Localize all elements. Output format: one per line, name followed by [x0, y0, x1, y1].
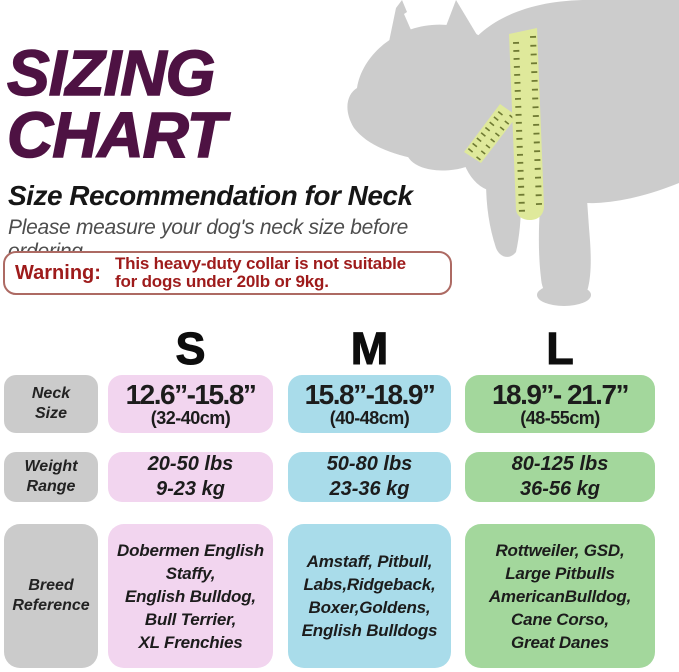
size-header-m: M: [350, 323, 389, 374]
warning-text: This heavy-duty collar is not suitable f…: [115, 253, 406, 291]
page-title: SIZING CHART: [6, 37, 337, 171]
dog-silhouette-icon: [347, 0, 679, 306]
size-header-l: L: [546, 323, 575, 374]
neck-size-s-cm: (32-40cm): [150, 408, 231, 428]
neck-size-m-inches: 15.8”-18.9”: [304, 379, 436, 410]
neck-size-cell-l: 18.9”- 21.7” (48-55cm): [465, 375, 655, 433]
row-label-breed-reference: Breed Reference: [4, 524, 98, 668]
page-title-line2: CHART: [6, 99, 226, 171]
neck-size-s-inches: 12.6”-15.8”: [125, 379, 257, 410]
neck-size-cell-s: 12.6”-15.8” (32-40cm): [108, 375, 273, 433]
neck-size-cell-m: 15.8”-18.9” (40-48cm): [288, 375, 451, 433]
neck-size-m-cm: (40-48cm): [329, 408, 410, 428]
weight-range-cell-s: 20-50 lbs 9-23 kg: [108, 452, 273, 502]
warning-box: Warning: This heavy-duty collar is not s…: [3, 251, 452, 295]
weight-range-cell-m: 50-80 lbs 23-36 kg: [288, 452, 451, 502]
breed-reference-cell-l: Rottweiler, GSD, Large Pitbulls American…: [465, 524, 655, 668]
neck-size-l-cm: (48-55cm): [520, 408, 600, 428]
size-header-s: S: [175, 323, 206, 374]
neck-size-l-inches: 18.9”- 21.7”: [491, 379, 630, 410]
row-label-weight-range: Weight Range: [4, 452, 98, 502]
breed-reference-cell-m: Amstaff, Pitbull, Labs,Ridgeback, Boxer,…: [288, 524, 451, 668]
warning-label: Warning:: [15, 261, 101, 284]
page-title-line1: SIZING: [6, 37, 216, 109]
row-label-neck-size: Neck Size: [4, 375, 98, 433]
section-subtitle: Size Recommendation for Neck: [8, 180, 413, 211]
measuring-tape-icon: [464, 28, 544, 220]
breed-reference-cell-s: Dobermen English Staffy, English Bulldog…: [108, 524, 273, 668]
weight-range-cell-l: 80-125 lbs 36-56 kg: [465, 452, 655, 502]
